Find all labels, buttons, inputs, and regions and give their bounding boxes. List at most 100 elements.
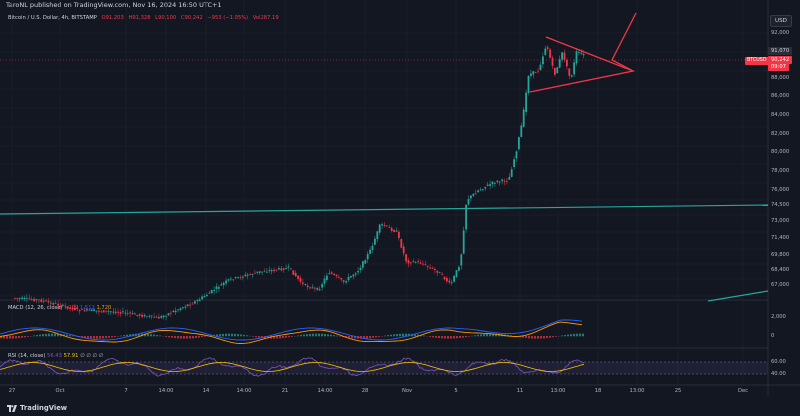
candle-body	[573, 62, 575, 75]
candle-body	[386, 225, 388, 227]
support-trendline[interactable]	[0, 204, 769, 215]
time-label: 11	[516, 388, 524, 394]
macd-bar	[282, 336, 284, 339]
candle-body	[122, 311, 124, 313]
macd-bar	[258, 336, 260, 338]
candle-body	[544, 48, 547, 55]
candle-body	[110, 311, 112, 313]
symbol-legend[interactable]: Bitcoin / U.S. Dollar, 4h, BITSTAMP O91,…	[8, 15, 282, 21]
candle-body	[134, 313, 136, 315]
lower-trendline[interactable]	[707, 290, 769, 302]
time-label: 25	[674, 388, 682, 394]
candle-body	[280, 268, 283, 271]
time-label: 14:00	[236, 388, 252, 394]
macd-bar	[57, 333, 59, 337]
macd-bar	[345, 336, 347, 338]
time-axis[interactable]: 27 Oct 7 14:00 14 14:00 21 14:00 28 Nov …	[0, 386, 768, 396]
macd-legend[interactable]: MACD (12, 26, close) −209 1,512 1,720	[8, 305, 111, 311]
macd-bar	[108, 336, 110, 338]
macd-bar	[39, 334, 41, 337]
candle-body	[112, 311, 115, 313]
candle-body	[484, 186, 487, 189]
candle-body	[258, 271, 261, 273]
candle-body	[566, 59, 568, 67]
candle-body	[150, 315, 153, 317]
macd-bar	[126, 334, 128, 337]
candle-body	[551, 57, 554, 66]
candle-body	[117, 311, 119, 313]
candle-body	[208, 292, 211, 294]
candle-body	[376, 231, 379, 240]
candle-body	[16, 298, 19, 299]
price-tick: 67,000	[771, 282, 790, 288]
rsi-ma-value: 57.91	[63, 353, 79, 359]
macd-bar	[6, 336, 8, 339]
tradingview-logo[interactable]: TradingView	[7, 404, 67, 412]
candle-body	[237, 276, 239, 278]
candle-body	[290, 268, 292, 270]
candle-body	[210, 289, 213, 294]
candle-body	[45, 300, 47, 302]
time-label: 14:00	[317, 388, 333, 394]
time-label: 27	[8, 388, 16, 394]
candle-body	[364, 260, 367, 264]
macd-bar	[330, 334, 332, 337]
candle-body	[304, 284, 307, 285]
pennant-annotation[interactable]	[529, 36, 636, 93]
macd-bar	[387, 335, 389, 337]
candle-body	[393, 229, 395, 232]
candle-body	[542, 56, 544, 65]
candle-body	[196, 300, 199, 301]
macd-bar	[405, 333, 407, 337]
candle-body	[438, 272, 441, 274]
candle-body	[410, 262, 412, 264]
macd-bar	[315, 333, 317, 337]
candle-body	[474, 193, 477, 195]
macd-bar	[462, 336, 464, 338]
candle-body	[306, 285, 309, 288]
candle-body	[244, 274, 247, 277]
macd-bar	[219, 334, 221, 337]
candle-body	[52, 302, 55, 305]
candle-body	[486, 184, 489, 186]
macd-bar	[432, 336, 434, 338]
price-axis[interactable]: 92,000 91,070 90,242 09:07 88,000 86,000…	[768, 0, 800, 396]
macd-bar	[102, 336, 104, 339]
macd-bar	[255, 336, 257, 338]
candle-body	[254, 272, 256, 274]
price-tick: 78,000	[771, 168, 790, 174]
candle-body	[54, 303, 57, 305]
macd-tick: 2,000	[771, 314, 786, 320]
macd-bar	[186, 336, 188, 339]
rsi-tick: 60.00	[771, 359, 786, 365]
candle-body	[215, 286, 218, 289]
time-label: 5	[454, 388, 458, 394]
candle-body	[506, 181, 508, 183]
macd-bar	[543, 336, 545, 339]
candle-body	[239, 277, 242, 278]
candle-body	[441, 273, 443, 275]
rsi-ma-line	[0, 362, 585, 372]
candle-body	[186, 304, 189, 307]
currency-button[interactable]: USD	[770, 15, 792, 27]
candle-body	[405, 254, 407, 262]
macd-bar	[243, 334, 245, 337]
candle-body	[220, 284, 223, 286]
candle-body	[62, 304, 64, 306]
macd-bar	[486, 333, 488, 337]
candle-body	[347, 276, 350, 281]
macd-value: 1,512	[79, 305, 95, 311]
macd-bar	[567, 334, 569, 337]
breakout-arrow[interactable]	[611, 12, 637, 72]
macd-bar	[378, 336, 380, 337]
rsi-legend[interactable]: RSI (14, close) 56.43 57.91 ∅ ∅ ∅ ∅	[8, 353, 103, 359]
candle-body	[357, 271, 359, 273]
candle-body	[285, 268, 287, 269]
macd-bar	[450, 336, 452, 339]
tradingview-logo-icon	[7, 404, 17, 412]
macd-bar	[360, 336, 362, 339]
price-tick: 74,500	[771, 202, 790, 208]
macd-bar	[96, 336, 98, 339]
candle-body	[330, 272, 333, 274]
